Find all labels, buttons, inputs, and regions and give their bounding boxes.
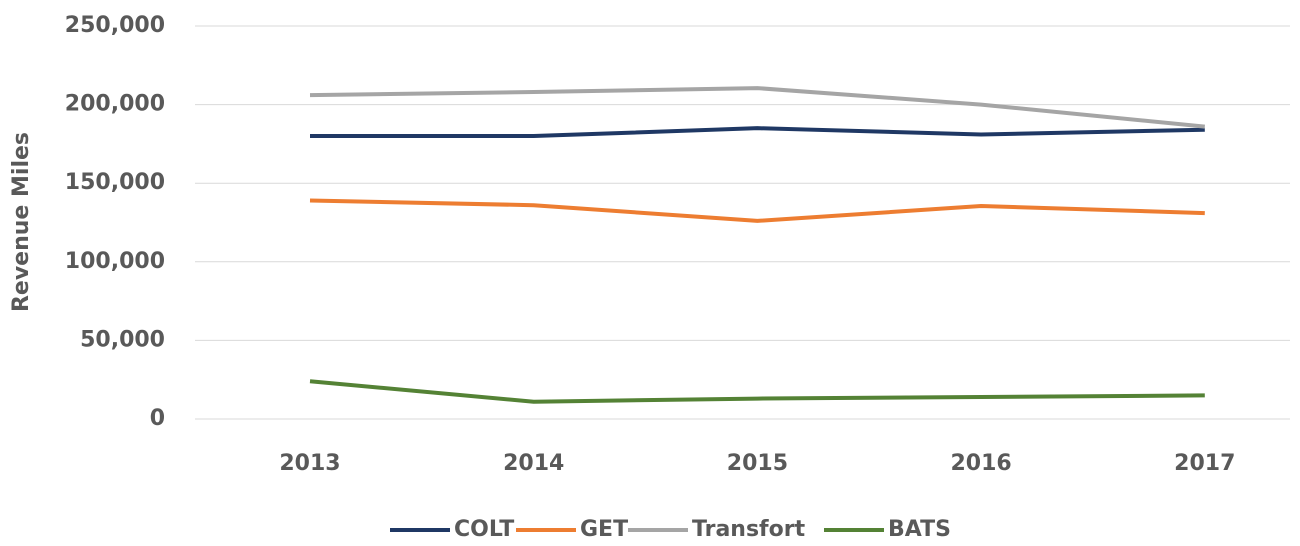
x-tick-label: 2016: [950, 451, 1011, 476]
x-tick-label: 2017: [1174, 451, 1235, 476]
x-tick-label: 2015: [727, 451, 788, 476]
series-line: [309, 379, 1205, 404]
x-tick-label: 2014: [503, 451, 564, 476]
y-tick-label: 100,000: [65, 249, 165, 274]
legend-label: Transfort: [692, 517, 806, 542]
legend-label: BATS: [888, 517, 951, 542]
series-line: [310, 126, 1205, 139]
y-tick-label: 150,000: [65, 170, 165, 195]
x-tick-label: 2013: [279, 451, 340, 476]
y-tick-label: 0: [150, 406, 165, 431]
legend-label: GET: [580, 517, 628, 542]
legend-label: COLT: [454, 517, 514, 542]
y-tick-label: 200,000: [65, 92, 165, 117]
series-line: [309, 198, 1205, 223]
y-tick-label: 250,000: [65, 13, 165, 38]
y-tick-label: 50,000: [80, 327, 165, 352]
series-line: [309, 86, 1205, 129]
y-axis-label: Revenue Miles: [9, 132, 34, 312]
